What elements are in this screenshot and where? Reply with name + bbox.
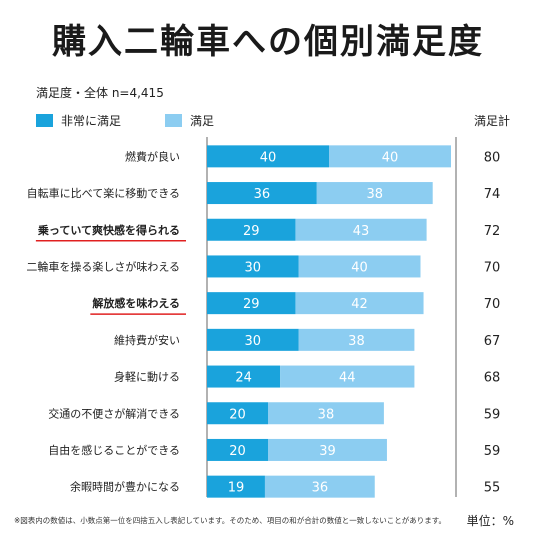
total-column-header: 満足計 (473, 114, 510, 128)
footnote: ※図表内の数値は、小数点第一位を四捨五入し表記しています。そのため、項目の和が合… (14, 516, 447, 525)
data-label-satisfied: 43 (353, 224, 370, 239)
bar-very-satisfied (207, 145, 329, 168)
bar-satisfied (295, 292, 424, 315)
bar-very-satisfied (207, 218, 296, 241)
data-label-satisfied: 38 (318, 407, 335, 422)
data-label-very-satisfied: 29 (243, 297, 260, 312)
total-value: 59 (484, 444, 501, 459)
category-label: 維持費が安い (114, 333, 180, 347)
unit-label: 単位：% (466, 514, 514, 528)
bar-satisfied (264, 475, 375, 498)
total-value: 55 (484, 481, 501, 496)
category-label: 余暇時間が豊かになる (70, 480, 180, 494)
data-label-very-satisfied: 20 (229, 444, 246, 459)
data-label-satisfied: 39 (319, 444, 336, 459)
data-label-satisfied: 42 (351, 297, 368, 312)
total-value: 70 (484, 260, 501, 275)
bar-satisfied (298, 328, 415, 351)
data-label-satisfied: 40 (351, 260, 368, 275)
chart-subtitle: 満足度・全体 n=4,415 (36, 86, 164, 100)
data-label-very-satisfied: 19 (228, 481, 245, 496)
legend-item-very-satisfied: 非常に満足 (36, 112, 121, 129)
data-label-very-satisfied: 36 (254, 187, 271, 202)
category-label: 自転車に比べて楽に移動できる (27, 186, 180, 200)
chart-title: 購入二輪車への個別満足度 (52, 22, 484, 62)
legend-label-satisfied: 満足 (190, 114, 215, 128)
category-label: 二輪車を操る楽しさが味わえる (26, 259, 180, 273)
total-value: 70 (484, 297, 501, 312)
bar-very-satisfied (207, 365, 281, 388)
bar-very-satisfied (207, 292, 296, 315)
data-label-very-satisfied: 20 (229, 407, 246, 422)
legend-swatch-satisfied (165, 114, 183, 127)
bar-satisfied (295, 218, 427, 241)
bar-satisfied (268, 438, 387, 461)
legend-swatch-very-satisfied (36, 114, 53, 127)
bar-very-satisfied (207, 255, 299, 278)
category-label: 交通の不便さが解消できる (48, 406, 180, 420)
total-value: 68 (484, 371, 501, 386)
data-label-satisfied: 36 (312, 481, 329, 496)
data-label-very-satisfied: 30 (244, 260, 261, 275)
bar-very-satisfied (207, 402, 268, 425)
category-label: 身軽に動ける (114, 370, 180, 384)
data-label-very-satisfied: 24 (235, 371, 252, 386)
total-value: 59 (484, 407, 501, 422)
total-value: 80 (484, 150, 501, 165)
data-label-satisfied: 38 (366, 187, 383, 202)
bar-very-satisfied (207, 438, 268, 461)
bar-very-satisfied (207, 328, 299, 351)
bar-satisfied (316, 182, 433, 205)
category-label: 燃費が良い (125, 149, 180, 163)
data-label-very-satisfied: 40 (260, 150, 277, 165)
legend-item-satisfied: 満足 (165, 112, 214, 129)
data-label-very-satisfied: 30 (244, 334, 261, 349)
legend: 非常に満足 満足 (36, 112, 258, 129)
bar-very-satisfied (207, 182, 317, 205)
bar-satisfied (298, 255, 421, 278)
category-label: 解放感を味わえる (92, 296, 180, 310)
data-label-satisfied: 38 (348, 334, 365, 349)
data-label-satisfied: 40 (382, 150, 399, 165)
bar-satisfied (329, 145, 451, 168)
category-label: 自由を感じることができる (48, 443, 180, 457)
bar-satisfied (268, 402, 384, 425)
legend-label-very-satisfied: 非常に満足 (61, 114, 122, 128)
data-label-satisfied: 44 (339, 371, 356, 386)
total-value: 67 (484, 334, 501, 349)
total-value: 74 (484, 187, 501, 202)
category-label: 乗っていて爽快感を得られる (38, 223, 180, 237)
bar-very-satisfied (207, 475, 265, 498)
data-label-very-satisfied: 29 (243, 224, 260, 239)
total-value: 72 (484, 224, 501, 239)
bar-satisfied (280, 365, 415, 388)
